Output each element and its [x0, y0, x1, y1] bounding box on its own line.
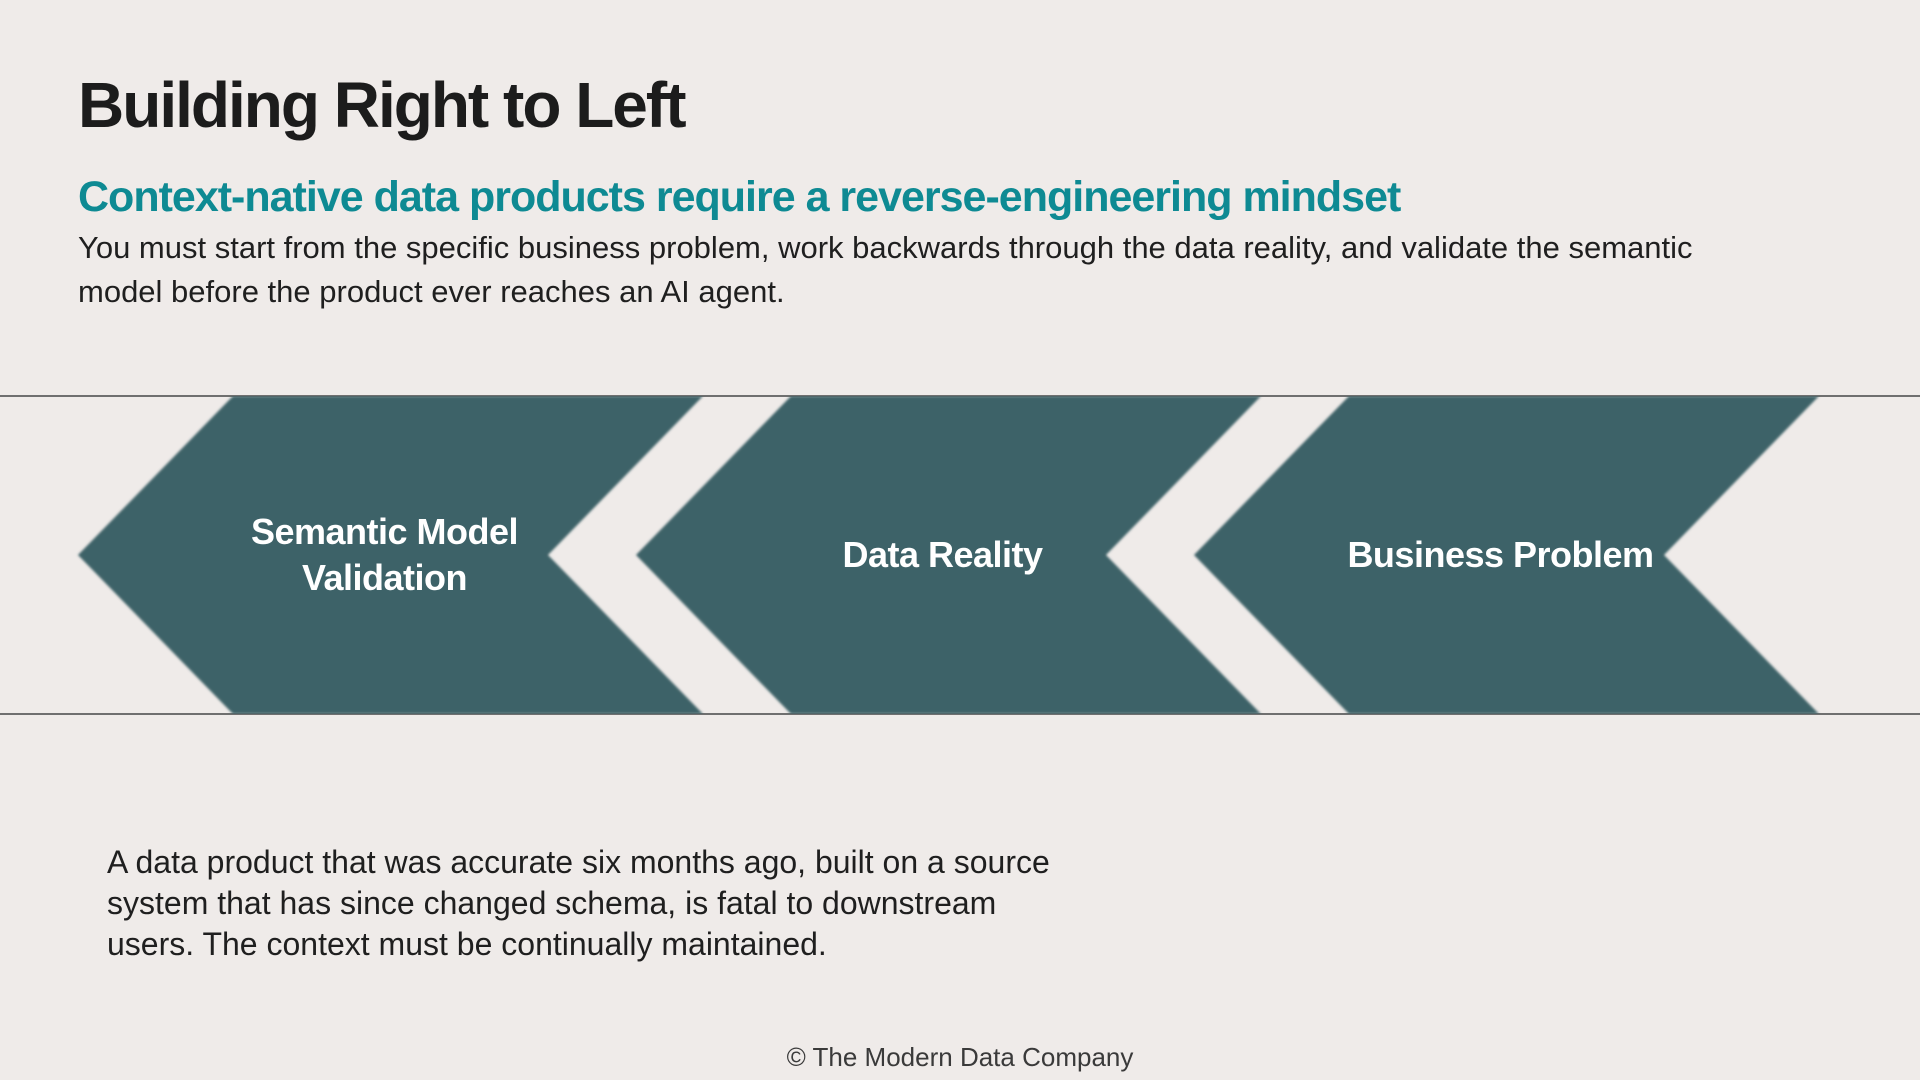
chevron-shape [636, 396, 1261, 714]
chevron-business-problem: Business Problem [1194, 396, 1819, 714]
chevron-label: Business Problem [1347, 534, 1653, 575]
chevron-shape [1194, 396, 1819, 714]
chevron-label: Data Reality [842, 534, 1043, 575]
chevron-data-reality: Data Reality [636, 396, 1261, 714]
chevron-semantic-model-validation: Semantic Model Validation [78, 396, 703, 714]
slide-title: Building Right to Left [78, 69, 686, 141]
band-bottom-rule [0, 713, 1920, 715]
intro-paragraph: You must start from the specific busines… [78, 230, 1693, 309]
chevron-label: Validation [302, 557, 467, 598]
chevron-label: Semantic Model [251, 511, 518, 552]
chevron-shape [78, 396, 703, 714]
right-to-left-flow-diagram: Semantic Model Validation Data Reality Busi… [78, 396, 1819, 714]
slide-subtitle: Context-native data products require a r… [78, 173, 1401, 221]
note-paragraph: A data product that was accurate six mon… [107, 844, 1050, 962]
copyright-footer: © The Modern Data Company [786, 1042, 1134, 1072]
